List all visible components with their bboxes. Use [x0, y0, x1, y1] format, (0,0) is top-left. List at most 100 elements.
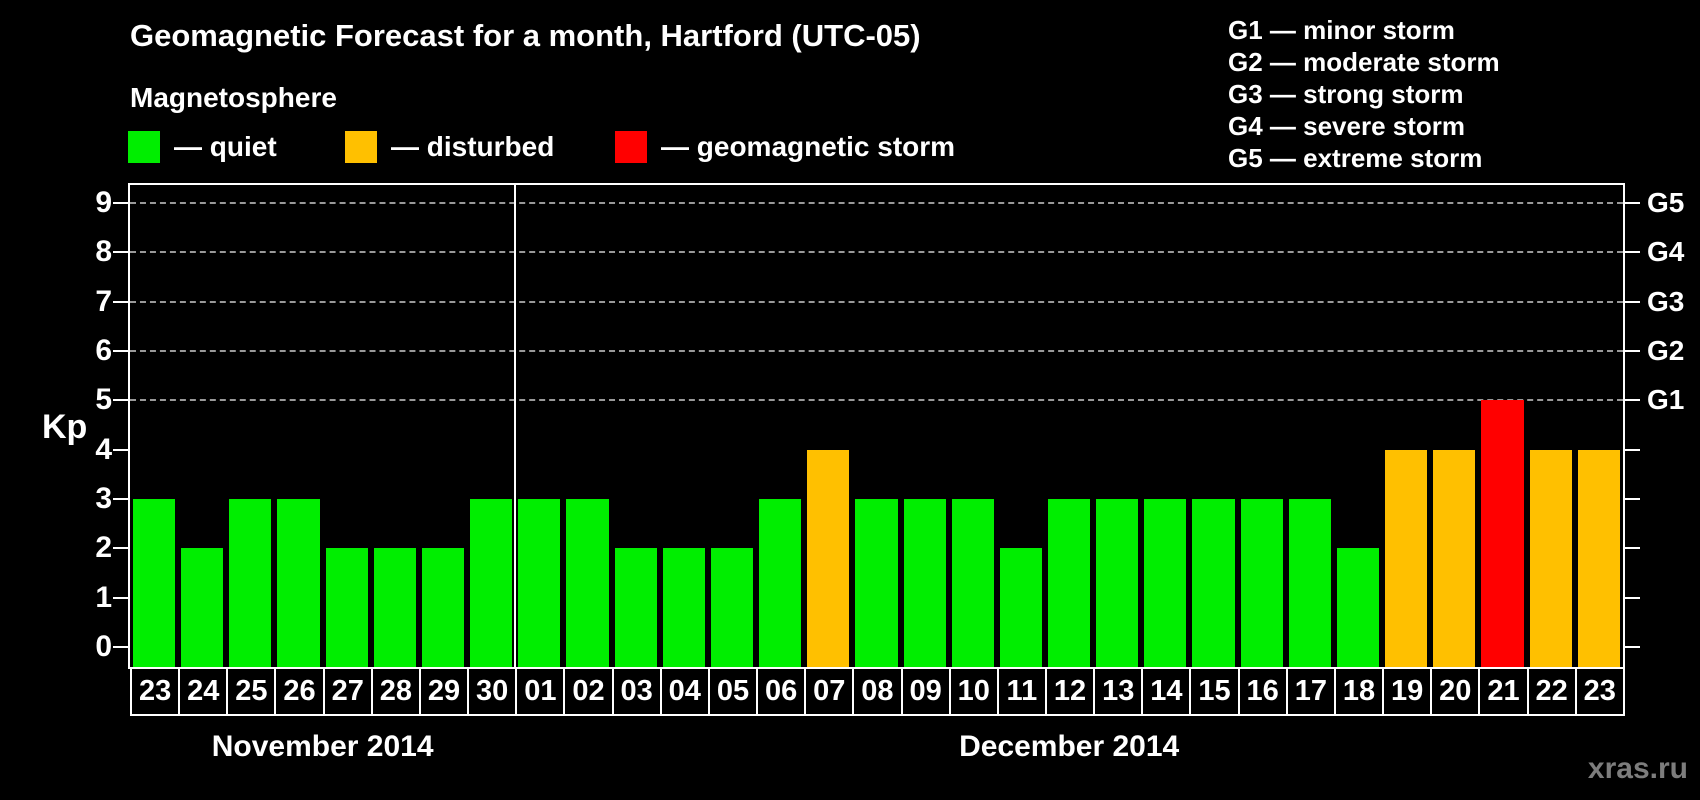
day-label-17: 17 [1285, 669, 1334, 714]
y-tick-right-4 [1625, 448, 1640, 451]
day-label-23: 23 [1574, 669, 1623, 714]
day-label-24: 24 [178, 669, 226, 714]
day-label-12: 12 [1044, 669, 1093, 714]
bar-slot-24 [178, 185, 226, 667]
plot-border-right [1623, 183, 1625, 669]
bar-slot-02 [563, 185, 611, 667]
y-tick-left-4 [113, 448, 128, 451]
bar-slot-19 [1382, 185, 1430, 667]
kp-bar-day-19 [1385, 449, 1428, 667]
xras-watermark: xras.ru [1587, 752, 1688, 785]
y-tick-left-2 [113, 547, 128, 550]
day-label-15: 15 [1189, 669, 1237, 714]
bar-slot-23 [130, 185, 178, 667]
kp-bar-day-29 [421, 548, 465, 667]
bar-slot-27 [323, 185, 371, 667]
gridline-kp9 [130, 202, 1623, 204]
g-scale-tick-label-g5: G5 [1647, 187, 1685, 218]
plot-border-top [128, 183, 1625, 185]
day-label-04: 04 [659, 669, 708, 714]
bar-slot-07 [804, 185, 852, 667]
day-label-03: 03 [611, 669, 660, 714]
day-label-11: 11 [996, 669, 1045, 714]
kp-bar-day-20 [1433, 449, 1476, 667]
y-tick-right-8 [1625, 251, 1640, 254]
bar-slot-21 [1478, 185, 1526, 667]
gridline-kp6 [130, 350, 1623, 352]
page-title: Geomagnetic Forecast for a month, Hartfo… [130, 18, 921, 53]
day-label-29: 29 [418, 669, 467, 714]
y-tick-right-5 [1625, 399, 1640, 402]
bars-row [130, 185, 1623, 667]
day-label-13: 13 [1093, 669, 1141, 714]
g5-legend-line: G5 — extreme storm [1228, 143, 1483, 173]
plot-border-left [128, 183, 130, 669]
kp-bar-day-12 [1047, 499, 1091, 667]
kp-bar-day-28 [373, 548, 416, 667]
y-tick-left-8 [113, 251, 128, 254]
kp-bar-day-25 [229, 499, 272, 667]
y-tick-right-9 [1625, 202, 1640, 204]
bar-slot-18 [1334, 185, 1382, 667]
kp-bar-day-09 [903, 499, 946, 667]
kp-bar-day-23 [133, 499, 176, 667]
bar-slot-20 [1430, 185, 1478, 667]
kp-bar-day-24 [181, 548, 224, 667]
day-label-20: 20 [1430, 669, 1478, 714]
kp-bar-day-08 [855, 499, 898, 667]
y-tick-left-0 [113, 646, 128, 648]
y-tick-left-9 [113, 202, 128, 204]
bar-slot-14 [1141, 185, 1189, 667]
bar-slot-09 [901, 185, 949, 667]
kp-bar-day-30 [470, 499, 513, 667]
day-label-row: 23 24 25 26 27 28 29 30 01 02 03 04 05 06 07 08 09 10 11 12… [130, 667, 1625, 716]
y-tick-label-1: 1 [95, 580, 112, 614]
day-label-02: 02 [563, 669, 611, 714]
g-scale-legend: G1 — minor storm G2 — moderate storm G3 … [1228, 14, 1500, 174]
day-label-16: 16 [1237, 669, 1286, 714]
day-label-27: 27 [322, 669, 371, 714]
y-tick-left-1 [113, 596, 128, 599]
kp-bar-day-10 [951, 499, 994, 667]
legend-item-disturbed: — disturbed [345, 131, 554, 163]
bar-slot-04 [660, 185, 708, 667]
g2-legend-line: G2 — moderate storm [1228, 47, 1500, 77]
y-tick-label-5: 5 [95, 383, 112, 417]
bar-slot-15 [1189, 185, 1237, 667]
gridline-kp8 [130, 251, 1623, 254]
magnetosphere-label: Magnetosphere [130, 82, 337, 113]
g-scale-tick-label-g2: G2 [1647, 335, 1685, 366]
kp-bar-day-22 [1529, 449, 1572, 667]
kp-bar-day-04 [662, 548, 705, 667]
month-divider-line [514, 185, 517, 667]
y-tick-right-6 [1625, 350, 1640, 352]
legend-storm-label: — geomagnetic storm [661, 131, 956, 162]
legend-item-quiet: — quiet [128, 131, 277, 163]
legend-quiet-label: — quiet [174, 131, 277, 162]
bar-slot-17 [1286, 185, 1334, 667]
bar-slot-01 [515, 185, 563, 667]
bar-slot-05 [708, 185, 756, 667]
kp-bar-day-21 [1481, 400, 1524, 667]
kp-bar-day-16 [1240, 499, 1283, 667]
y-tick-right-7 [1625, 300, 1640, 303]
y-tick-left-3 [113, 498, 128, 500]
day-label-10: 10 [948, 669, 997, 714]
bar-slot-03 [612, 185, 660, 667]
day-label-01: 01 [515, 669, 563, 714]
day-label-08: 08 [852, 669, 900, 714]
day-label-26: 26 [274, 669, 322, 714]
month-label: November 2014 [211, 730, 434, 763]
disturbed-color-swatch-icon [345, 131, 377, 163]
kp-bar-day-02 [566, 499, 609, 667]
y-tick-label-7: 7 [95, 284, 112, 318]
y-tick-label-2: 2 [95, 531, 112, 565]
day-label-30: 30 [467, 669, 515, 714]
kp-bar-day-26 [277, 499, 320, 667]
day-label-28: 28 [370, 669, 419, 714]
kp-bar-day-01 [518, 499, 561, 667]
g3-legend-line: G3 — strong storm [1228, 79, 1464, 109]
bar-slot-30 [467, 185, 515, 667]
bar-slot-23 [1575, 185, 1623, 667]
